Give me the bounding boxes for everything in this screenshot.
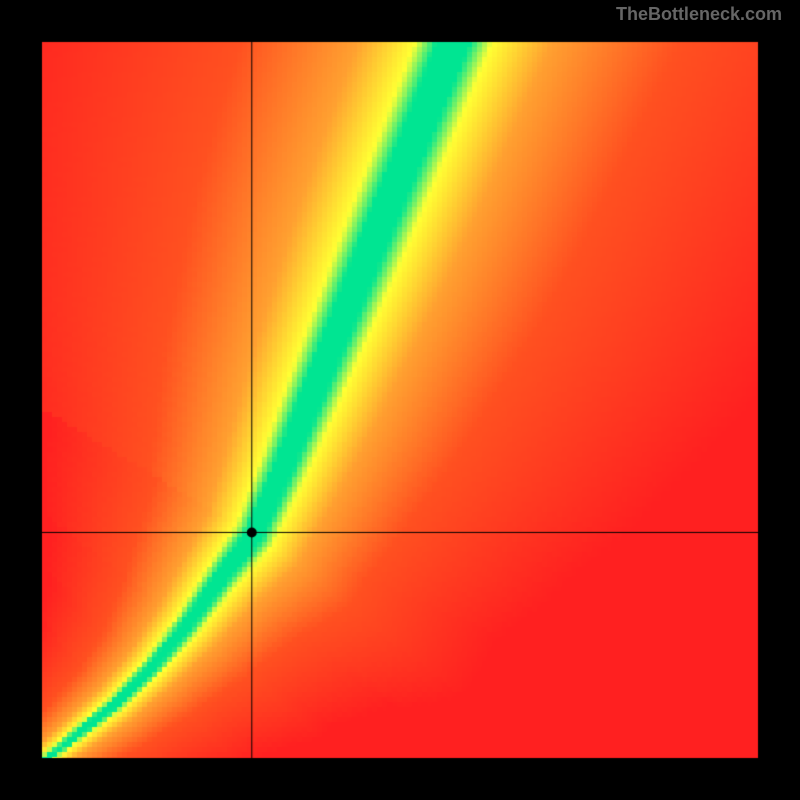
watermark-text: TheBottleneck.com (616, 4, 782, 25)
chart-container: TheBottleneck.com (0, 0, 800, 800)
heatmap-canvas (0, 0, 800, 800)
